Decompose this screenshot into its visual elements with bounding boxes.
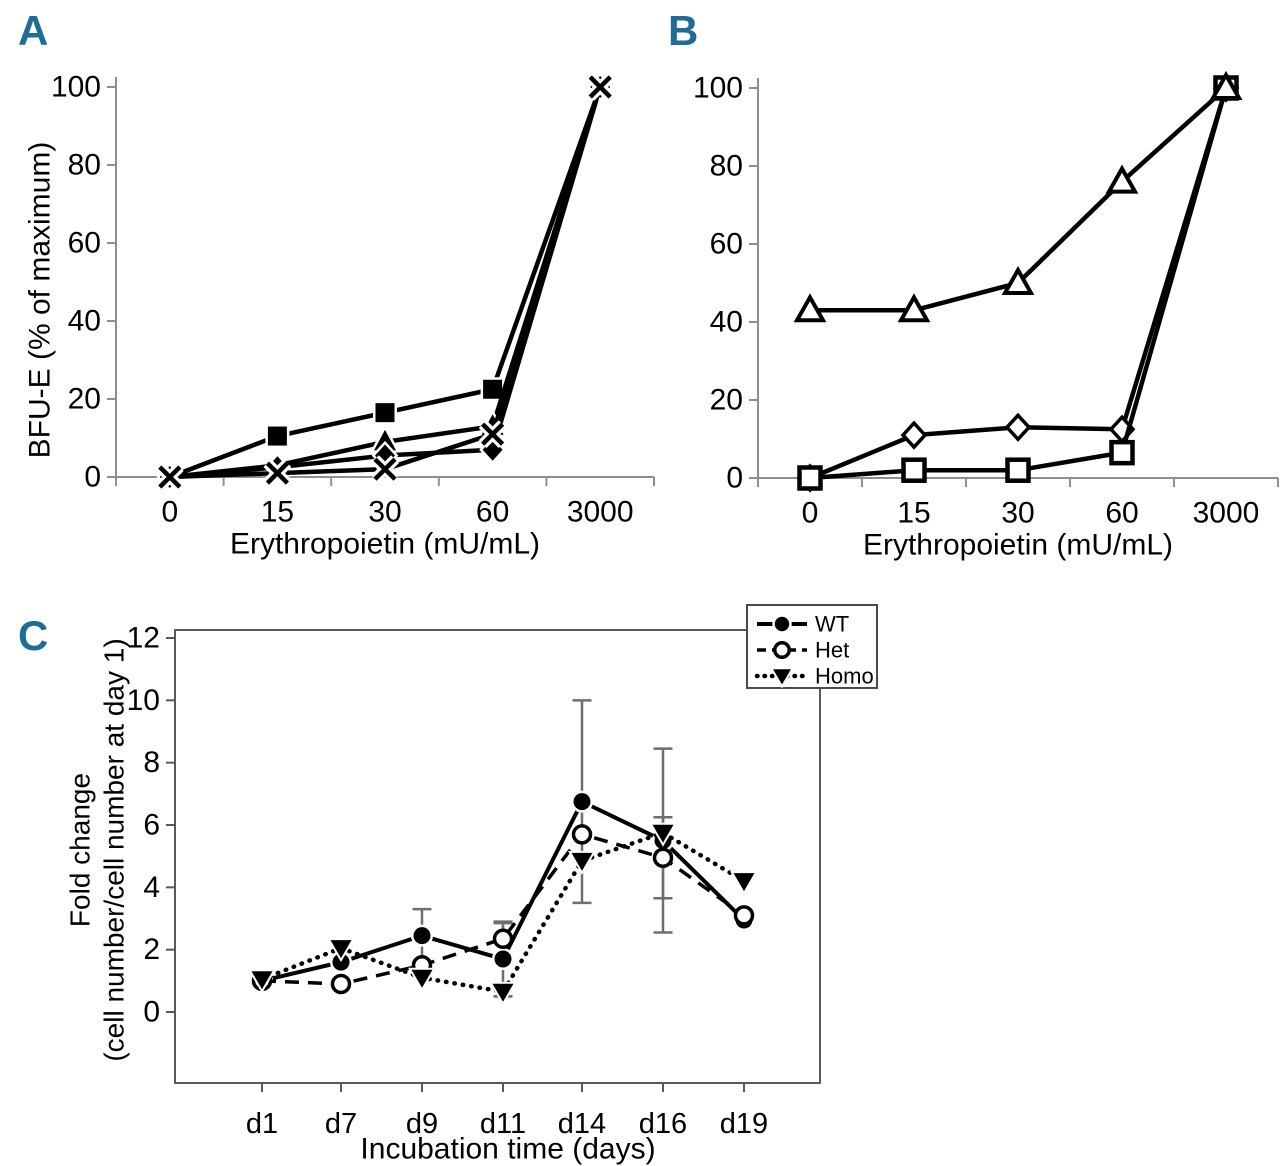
x-tick-label: 3000 [567, 496, 634, 529]
x-tick-label: 60 [476, 496, 509, 529]
panel-c-series-Het-marker [733, 905, 755, 926]
panel-a-series-x-cross-marker [478, 420, 507, 448]
panel-b-series-open-square-marker [1005, 457, 1031, 483]
panel-c-series-Homo-marker [327, 938, 355, 963]
x-tick-label: d1 [246, 1108, 278, 1140]
panel-b-series-open-triangle-marker [1105, 164, 1139, 194]
panel-c-series-Het-marker [571, 824, 593, 845]
panel-c-series-Homo-marker [649, 822, 677, 847]
panel-c-series-Het-marker [492, 928, 514, 950]
panel-b-series-open-triangle-marker [1209, 70, 1243, 100]
panel-c-series-Homo-marker [408, 967, 436, 992]
panel-b: B 0 20 40 60 80 100 0 15 30 60 3000 Erythropoietin (… [668, 7, 1279, 562]
legend-marker-WT [772, 614, 792, 634]
panel-c: C 0 2 4 6 8 10 12 d1 d7 d9 d11 d14 d16 d19 Incubation t… [18, 604, 878, 1166]
panel-b-series-open-square-marker [1109, 439, 1135, 466]
plot-box [174, 629, 821, 1084]
panel-c-axes [166, 629, 821, 1092]
x-tick-label: d11 [480, 1108, 526, 1140]
x-tick-label: 15 [261, 496, 294, 529]
x-tick-label: d9 [406, 1108, 438, 1140]
x-tick-label: d7 [325, 1108, 357, 1140]
panel-c-series-Homo-marker [568, 850, 596, 875]
x-axis-title: Erythropoietin (mU/mL) [863, 529, 1173, 562]
panel-b-series-open-triangle-marker [897, 293, 931, 323]
panel-c-letter: C [18, 612, 48, 659]
x-tick-label: 15 [897, 497, 930, 530]
y-tick-label: 6 [143, 809, 160, 842]
x-tick-label: 30 [368, 496, 401, 529]
panel-c-series-Homo-marker [248, 969, 276, 994]
y-axis-title-line2: (cell number/cell number at day 1) [99, 638, 130, 1061]
legend-label-Homo: Homo [815, 664, 874, 689]
panel-a-series-x-cross-marker [371, 455, 399, 484]
panel-a-series-x-cross-marker [263, 459, 292, 487]
y-tick-label: 2 [143, 933, 160, 966]
y-tick-label: 0 [143, 996, 160, 1029]
legend-marker-Het [773, 641, 791, 659]
y-axis-title-line1: Fold change [65, 773, 96, 927]
legend-marker-Homo [769, 667, 795, 689]
panel-b-series-open-triangle-marker [793, 293, 827, 323]
legend-label-WT: WT [815, 612, 849, 637]
panel-b-series-open-square-marker [901, 457, 927, 483]
y-tick-label: 0 [726, 462, 743, 495]
y-tick-label: 100 [693, 72, 743, 105]
panel-b-series-open-triangle-marker [1001, 265, 1035, 295]
y-tick-label: 0 [84, 461, 101, 494]
y-tick-label: 60 [68, 227, 101, 260]
panel-a-series-x-cross-marker [155, 463, 184, 491]
y-axis-title: BFU-E (% of maximum) [24, 142, 57, 459]
panel-a: A 0 20 40 60 80 100 0 15 30 60 3000 Erythropoietin (… [18, 7, 655, 561]
x-tick-label: 30 [1001, 497, 1034, 530]
panel-c-series-Het-marker [330, 973, 352, 995]
y-tick-label: 10 [127, 684, 160, 717]
x-tick-label: d19 [720, 1108, 768, 1140]
y-tick-label: 20 [68, 383, 101, 416]
y-tick-label: 20 [710, 384, 743, 417]
x-tick-label: 0 [802, 497, 819, 530]
panel-a-series-filled-square-marker [265, 424, 290, 449]
y-tick-label: 8 [143, 746, 160, 779]
panel-c-series-WT-marker [492, 948, 514, 971]
error-bars [412, 699, 673, 998]
y-tick-label: 4 [143, 871, 160, 904]
x-tick-label: 3000 [1193, 497, 1260, 530]
y-tick-label: 40 [710, 306, 743, 339]
x-axis-title: Incubation time (days) [360, 1133, 655, 1166]
y-tick-label: 100 [51, 71, 101, 104]
panel-a-letter: A [18, 7, 48, 54]
y-tick-label: 40 [68, 305, 101, 338]
x-tick-label: d16 [639, 1108, 687, 1140]
x-axis-title: Erythropoietin (mU/mL) [230, 528, 540, 561]
panel-c-series-WT-marker [411, 924, 433, 947]
panel-b-letter: B [668, 7, 698, 54]
x-tick-label: 0 [161, 496, 178, 529]
y-tick-label: 60 [710, 228, 743, 261]
panel-a-series-filled-square-marker [480, 377, 505, 402]
y-tick-label: 80 [68, 149, 101, 182]
legend-box [746, 604, 878, 689]
x-tick-label: 60 [1105, 497, 1138, 530]
panel-c-series-Homo-marker [489, 981, 517, 1006]
panel-c-series-WT-marker [571, 790, 593, 813]
panel-a-series-x-cross-marker [586, 73, 615, 101]
x-tick-label: d14 [558, 1108, 606, 1140]
legend-label-Het: Het [815, 638, 849, 663]
panel-c-series-Homo-marker [730, 871, 758, 896]
panel-b-series-open-diamond-marker [900, 420, 928, 450]
y-tick-label: 12 [127, 622, 160, 655]
panel-b-series-open-square-marker [797, 465, 823, 491]
panel-c-series-Het-marker [652, 847, 674, 868]
panel-b-series-open-diamond-marker [1004, 412, 1032, 442]
y-tick-label: 80 [710, 150, 743, 183]
panel-a-series-filled-square-marker [373, 400, 397, 425]
